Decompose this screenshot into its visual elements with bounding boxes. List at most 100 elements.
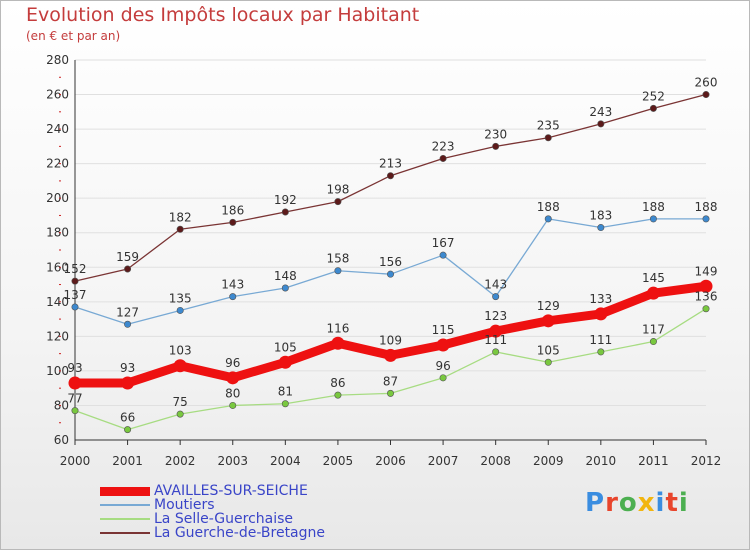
data-point [594,307,608,321]
logo-letter: t [665,488,679,518]
legend-item: La Selle-Guerchaise [100,510,325,527]
data-label: 133 [589,292,612,306]
y-tick-label: 220 [46,157,69,171]
data-point [176,225,184,233]
logo-letter: i [678,488,689,518]
data-point [281,284,289,292]
proxiti-logo: Proxiti [585,488,689,518]
data-label: 235 [537,119,560,133]
x-tick-label: 2002 [165,454,196,468]
x-tick-label: 2007 [428,454,459,468]
data-point [649,215,657,223]
data-label: 111 [484,333,507,347]
data-point [71,303,79,311]
data-label: 116 [326,321,349,335]
y-tick-label: 200 [46,191,69,205]
data-point [229,293,237,301]
data-point [384,348,397,362]
data-point [71,277,79,285]
data-label: 152 [64,262,87,276]
data-label: 123 [484,309,507,323]
data-label: 158 [326,252,349,266]
data-label: 243 [589,105,612,119]
data-point [544,215,552,223]
data-label: 87 [383,374,398,388]
x-tick-label: 2008 [480,454,511,468]
data-label: 137 [64,288,87,302]
legend-swatch [100,504,150,506]
data-label: 188 [642,200,665,214]
data-label: 198 [326,183,349,197]
data-point [544,134,552,142]
data-label: 186 [221,203,244,217]
data-point [124,320,132,328]
data-label: 167 [432,236,455,250]
data-label: 260 [695,76,718,90]
data-label: 93 [120,361,135,375]
data-point [281,400,289,408]
data-point [492,142,500,150]
data-point [386,389,394,397]
data-point [597,120,605,128]
data-label: 188 [695,200,718,214]
data-point [646,286,660,300]
data-point [649,338,657,346]
data-point [334,391,342,399]
data-label: 81 [278,385,293,399]
data-label: 109 [379,333,402,347]
data-label: 192 [274,193,297,207]
legend-item: La Guerche-de-Bretagne [100,524,326,541]
y-tick-label: 180 [46,226,69,240]
data-point [386,172,394,180]
data-point [439,374,447,382]
chart-title: Evolution des Impôts locaux par Habitant [26,4,420,26]
y-tick-label: 100 [46,364,69,378]
data-label: 105 [274,340,297,354]
data-label: 188 [537,200,560,214]
data-label: 148 [274,269,297,283]
logo-letter: x [637,488,656,518]
data-label: 115 [432,323,455,337]
legend-swatch [100,532,150,534]
logo-letter: i [655,488,666,518]
data-point [334,198,342,206]
data-point [702,91,710,99]
data-point [281,208,289,216]
data-label: 77 [67,392,82,406]
data-point [492,293,500,301]
legend-label: AVAILLES-SUR-SEICHE [154,482,308,499]
data-point [331,336,345,350]
data-point [597,348,605,356]
y-tick-label: 260 [46,88,69,102]
data-point [71,407,79,415]
data-point [436,338,450,352]
chart-subtitle: (en € et par an) [26,29,121,43]
data-label: 182 [169,210,192,224]
data-label: 143 [221,278,244,292]
x-tick-label: 2001 [112,454,143,468]
legend: AVAILLES-SUR-SEICHE Moutiers La Selle-Guer… [100,482,326,541]
x-tick-label: 2005 [323,454,354,468]
axes: 60 80 100 120 140 160 180 200 220 240 260 280 2000 20… [46,53,721,468]
data-label: 136 [695,290,718,304]
logo-letter: P [585,488,606,518]
x-tick-label: 2009 [533,454,564,468]
y-tick-label: 160 [46,260,69,274]
data-point [699,279,713,293]
legend-swatch [100,518,150,520]
data-point [229,218,237,226]
data-point [489,324,503,338]
legend-label: La Guerche-de-Bretagne [154,524,326,541]
data-label: 96 [225,356,240,370]
legend-swatch [100,486,150,496]
legend-label: La Selle-Guerchaise [154,510,294,527]
data-point [544,358,552,366]
data-label: 230 [484,127,507,141]
x-tick-label: 2003 [217,454,248,468]
data-point [124,265,132,273]
legend-item: AVAILLES-SUR-SEICHE [100,482,325,499]
y-tick-label: 120 [46,329,69,343]
data-point [226,371,240,385]
data-point [702,305,710,313]
